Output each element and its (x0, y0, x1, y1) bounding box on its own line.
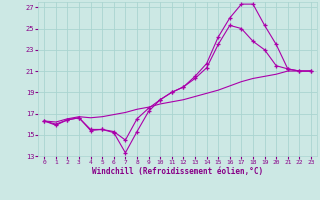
X-axis label: Windchill (Refroidissement éolien,°C): Windchill (Refroidissement éolien,°C) (92, 167, 263, 176)
